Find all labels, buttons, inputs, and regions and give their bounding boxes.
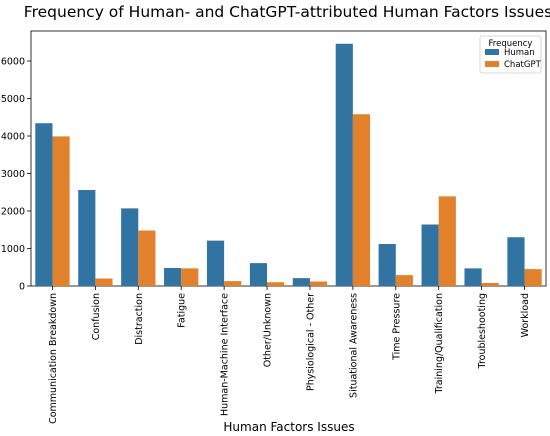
bar-human (78, 190, 96, 286)
x-tick-label: Human-Machine Interface (220, 293, 231, 416)
bar-human (35, 123, 53, 286)
x-axis: Communication Breakdown Confusion Distract… (48, 286, 531, 424)
x-tick-label: Confusion (91, 293, 102, 340)
bar-human (335, 43, 353, 286)
bar-human (507, 237, 525, 286)
y-axis: 0 1000 2000 3000 4000 5000 6000 (1, 56, 31, 292)
legend-label-chatgpt: ChatGPT (504, 60, 542, 70)
x-tick-label: Physiological - Other (305, 293, 316, 391)
bar-human (292, 278, 310, 286)
bar-chatgpt (181, 268, 199, 286)
y-tick-label: 0 (19, 281, 25, 292)
bar-human (164, 268, 182, 286)
x-tick-label: Workload (520, 293, 531, 337)
bar-chatgpt (224, 281, 242, 286)
legend-swatch-chatgpt (485, 61, 499, 67)
bar-chatgpt (395, 275, 413, 286)
bar-chatgpt (352, 114, 371, 286)
bar-human (378, 244, 396, 286)
bar-chatgpt (138, 230, 156, 286)
x-tick-label: Time Pressure (391, 293, 402, 361)
x-tick-label: Communication Breakdown (48, 293, 59, 424)
bar-chatgpt (524, 269, 542, 286)
bar-chatgpt (95, 278, 113, 286)
y-tick-label: 2000 (1, 206, 25, 217)
x-tick-label: Situational Awareness (348, 293, 359, 398)
x-tick-label: Training/Qualification (434, 293, 445, 395)
x-tick-label: Troubleshooting (477, 293, 488, 369)
legend-swatch-human (485, 49, 499, 55)
x-tick-label: Distraction (134, 293, 145, 345)
bar-human (121, 208, 139, 286)
bar-human (206, 240, 225, 286)
x-axis-label: Human Factors Issues (223, 420, 354, 434)
x-tick-label: Other/Unknown (263, 293, 274, 367)
y-tick-label: 1000 (1, 244, 25, 255)
bar-chatgpt (481, 283, 499, 286)
bar-chatgpt (267, 282, 285, 286)
bar-human (464, 268, 482, 286)
legend-label-human: Human (504, 48, 535, 58)
chart-title: Frequency of Human- and ChatGPT-attribut… (24, 3, 550, 21)
legend: Frequency Human ChatGPT (479, 35, 542, 74)
bar-human (249, 263, 268, 286)
y-tick-label: 5000 (1, 94, 25, 105)
bar-chatgpt (438, 196, 456, 286)
y-tick-label: 6000 (1, 56, 25, 67)
y-tick-label: 4000 (1, 131, 25, 142)
legend-title: Frequency (489, 39, 533, 49)
plot-frame (30, 30, 547, 287)
bars (35, 43, 542, 286)
plot-area: 0 1000 2000 3000 4000 5000 6000 Communication … (1, 30, 547, 424)
bar-human (421, 224, 439, 286)
bar-chatgpt (52, 136, 70, 286)
x-tick-label: Fatigue (177, 293, 188, 328)
y-tick-label: 3000 (1, 169, 25, 180)
bar-chatgpt (309, 281, 328, 286)
